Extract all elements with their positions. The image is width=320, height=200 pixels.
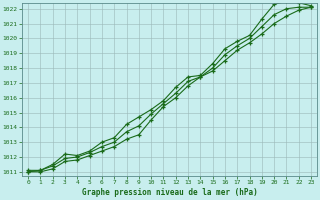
X-axis label: Graphe pression niveau de la mer (hPa): Graphe pression niveau de la mer (hPa): [82, 188, 258, 197]
